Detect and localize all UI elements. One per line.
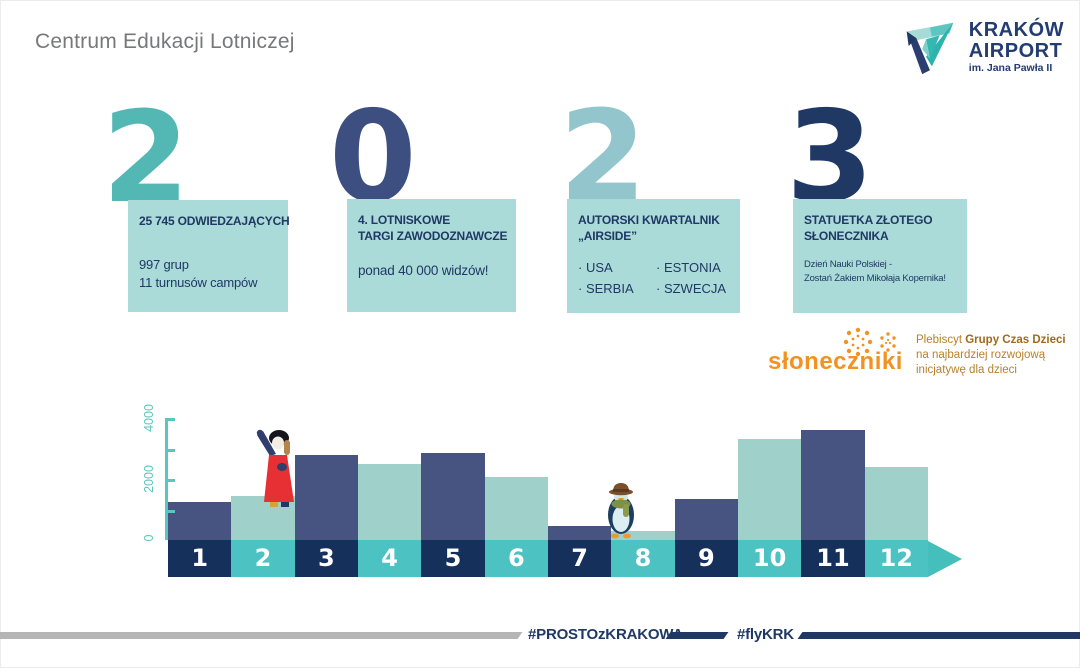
logo-subtitle: im. Jana Pawła II xyxy=(968,62,1053,75)
page-title: Centrum Edukacji Lotniczej xyxy=(35,30,295,53)
footer-gray-bar xyxy=(0,632,523,639)
stat-heading: 25 745 ODWIEDZAJĄCYCH xyxy=(139,214,290,228)
hashtag-prosto: #PROSTOzKRAKOWA xyxy=(528,626,684,643)
month-label-12: 12 xyxy=(864,540,928,577)
month-label-9: 9 xyxy=(674,540,738,577)
bar-month-12 xyxy=(864,467,928,540)
month-label-2: 2 xyxy=(231,540,295,577)
krakow-airport-logo: KRAKÓW AIRPORT im. Jana Pawła II xyxy=(897,16,1064,78)
year-digit-2a: 2 xyxy=(102,84,190,231)
y-tick-2000 xyxy=(165,479,175,482)
footer-navy-bar-short xyxy=(665,632,729,639)
plebiscyt-description: Plebiscyt Grupy Czas Dzieci na najbardzi… xyxy=(916,333,1066,378)
bar-month-8 xyxy=(611,531,675,540)
bar-month-6 xyxy=(484,477,548,540)
y-tick-4000 xyxy=(165,418,175,421)
stat-body: ponad 40 000 widzów! xyxy=(358,263,489,279)
month-label-6: 6 xyxy=(484,540,548,577)
month-label-7: 7 xyxy=(547,540,612,577)
bullet-estonia: · ESTONIA xyxy=(656,260,721,276)
plebiscyt-line2: na najbardziej rozwojową xyxy=(916,348,1046,361)
bar-month-5 xyxy=(421,453,485,540)
bar-chart-plot: 1 2 3 4 5 6 7 8 9 10 11 12 xyxy=(168,415,968,577)
bar-month-3 xyxy=(294,455,358,540)
bullet-szwecja: · SZWECJA xyxy=(656,281,727,297)
bar-month-9 xyxy=(674,499,738,540)
stat-box-quarterly: AUTORSKI KWARTALNIK „AIRSIDE” · USA · ES… xyxy=(567,199,740,313)
month-label-3: 3 xyxy=(294,540,358,577)
y-tick-1000 xyxy=(165,510,175,513)
y-tick-label-4000: 4000 xyxy=(142,404,156,432)
month-label-8: 8 xyxy=(611,540,675,577)
year-digit-2b: 2 xyxy=(559,83,647,230)
plebiscyt-line1: Plebiscyt Grupy Czas Dzieci xyxy=(916,334,1066,346)
month-label-4: 4 xyxy=(357,540,422,577)
logo-line1: KRAKÓW xyxy=(968,19,1064,42)
bar-month-10 xyxy=(737,439,802,540)
year-digit-3: 3 xyxy=(786,83,874,230)
stat-group-4: 3 STATUETKA ZŁOTEGO SŁONECZNIKA Dzień Na… xyxy=(786,94,967,313)
plebiscyt-line3: inicjatywę dla dzieci xyxy=(916,363,1017,376)
x-axis-arrowhead xyxy=(928,541,962,577)
y-tick-label-0: 0 xyxy=(142,534,156,542)
bullet-serbia: · SERBIA xyxy=(578,281,634,297)
stat-group-3: 2 AUTORSKI KWARTALNIK „AIRSIDE” · USA · … xyxy=(559,94,740,313)
stat-heading: AUTORSKI KWARTALNIK „AIRSIDE” xyxy=(578,213,720,243)
stat-body: 997 grup 11 turnusów campów xyxy=(139,256,258,291)
bar-month-4 xyxy=(357,464,422,540)
waving-person-character xyxy=(256,429,294,507)
month-label-11: 11 xyxy=(801,540,865,577)
stat-box-visitors: 25 745 ODWIEDZAJĄCYCH 997 grup 11 turnus… xyxy=(128,200,290,312)
month-label-10: 10 xyxy=(737,540,802,577)
sloneczniki-logo-text: słoneczniki xyxy=(768,348,903,375)
month-label-1: 1 xyxy=(168,540,232,577)
stat-heading: 4. LOTNISKOWE TARGI ZAWODOZNAWCZE xyxy=(358,213,508,243)
hashtag-flykrk: #flyKRK xyxy=(737,626,794,643)
year-digit-0: 0 xyxy=(329,83,417,230)
penguin-character xyxy=(608,483,634,539)
bar-month-7 xyxy=(547,526,612,540)
sunflower-burst-icon xyxy=(843,327,896,357)
stat-group-1: 2 25 745 ODWIEDZAJĄCYCH 997 grup 11 turn… xyxy=(102,95,290,312)
stat-group-2: 0 4. LOTNISKOWE TARGI ZAWODOZNAWCZE pona… xyxy=(329,94,516,312)
logo-line2: AIRPORT xyxy=(968,39,1063,62)
stat-heading: STATUETKA ZŁOTEGO SŁONECZNIKA xyxy=(804,213,933,243)
airport-logo-icon xyxy=(906,22,953,75)
country-bullets: · USA · ESTONIA · SERBIA · SZWECJA xyxy=(578,260,732,296)
y-tick-label-2000: 2000 xyxy=(142,465,156,493)
footer-navy-bar-long xyxy=(797,632,1080,639)
bar-month-11 xyxy=(801,430,865,540)
bar-month-1 xyxy=(168,502,232,540)
stat-box-statuette: STATUETKA ZŁOTEGO SŁONECZNIKA Dzień Nauk… xyxy=(793,199,967,313)
y-tick-3000 xyxy=(165,449,175,452)
month-label-5: 5 xyxy=(421,540,485,577)
stat-body: Dzień Nauki Polskiej - Zostań Żakiem Mik… xyxy=(804,259,946,285)
airport-logo-text: KRAKÓW AIRPORT im. Jana Pawła II xyxy=(969,20,1064,73)
bullet-usa: · USA xyxy=(578,260,613,276)
stat-box-fair: 4. LOTNISKOWE TARGI ZAWODOZNAWCZE ponad … xyxy=(347,199,516,312)
